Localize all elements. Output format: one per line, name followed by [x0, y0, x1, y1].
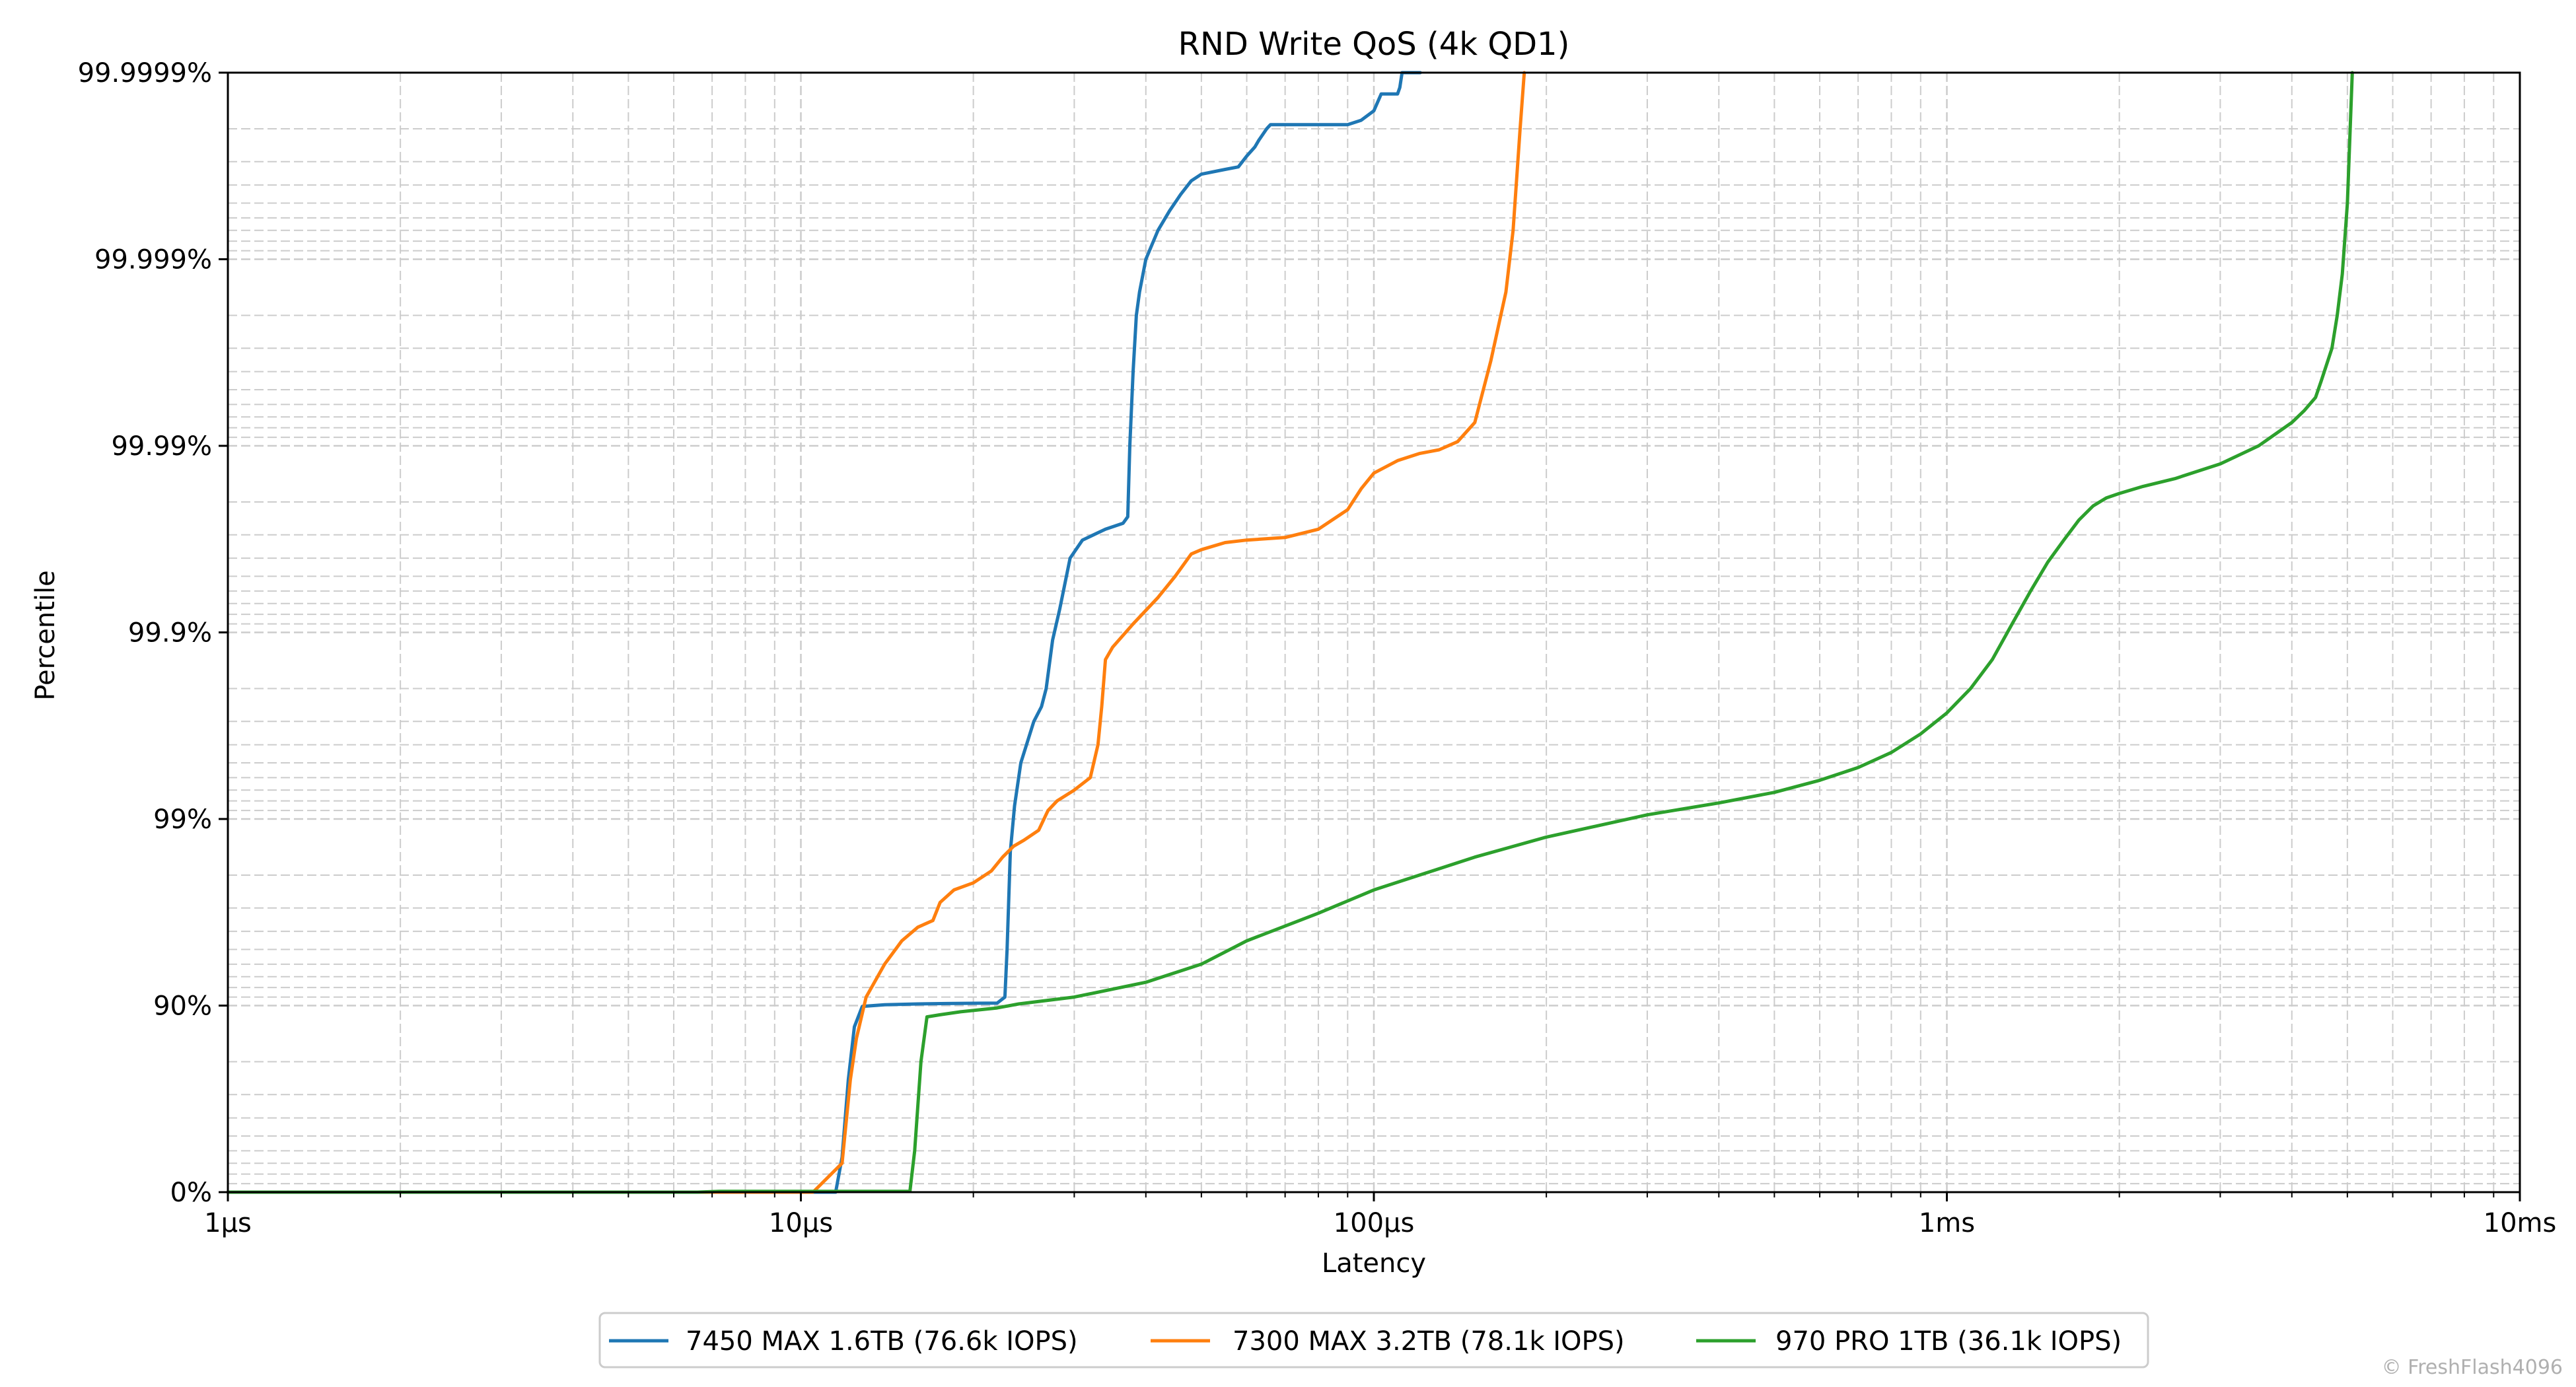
x-tick-label: 1ms [1919, 1208, 1975, 1238]
legend-label-7450: 7450 MAX 1.6TB (76.6k IOPS) [686, 1326, 1078, 1357]
y-tick-label: 0% [170, 1178, 212, 1208]
chart-title: RND Write QoS (4k QD1) [1178, 26, 1570, 63]
y-tick-label: 99.999% [94, 245, 212, 275]
y-axis-title: Percentile [30, 570, 61, 700]
x-tick-label: 10µs [769, 1208, 833, 1238]
x-tick-label: 10ms [2484, 1208, 2557, 1238]
grid [228, 73, 2520, 1192]
series-line-1 [226, 71, 1526, 1194]
watermark: © FreshFlash4096 [2382, 1356, 2563, 1379]
series-line-0 [226, 71, 1422, 1194]
x-tick-label: 100µs [1334, 1208, 1415, 1238]
legend-label-7300: 7300 MAX 3.2TB (78.1k IOPS) [1233, 1326, 1625, 1357]
legend: 7450 MAX 1.6TB (76.6k IOPS) 7300 MAX 3.2… [598, 1312, 2149, 1369]
legend-frame [598, 1312, 2149, 1369]
y-tick-label: 90% [153, 991, 212, 1022]
series-lines [226, 71, 2354, 1194]
y-tick-label: 99% [153, 804, 212, 835]
y-tick-label: 99.99% [111, 431, 212, 462]
x-axis-title: Latency [1322, 1248, 1426, 1279]
y-tick-label: 99.9% [128, 618, 212, 649]
legend-label-970: 970 PRO 1TB (36.1k IOPS) [1775, 1326, 2122, 1357]
x-axis: 1µs 10µs 100µs 1ms 10ms [204, 1192, 2556, 1238]
y-axis: 0% 90% 99% 99.9% 99.99% 99.999% 99.9999% [78, 58, 228, 1208]
series-line-2 [226, 71, 2354, 1194]
x-tick-label: 1µs [204, 1208, 252, 1238]
y-tick-label: 99.9999% [78, 58, 212, 89]
